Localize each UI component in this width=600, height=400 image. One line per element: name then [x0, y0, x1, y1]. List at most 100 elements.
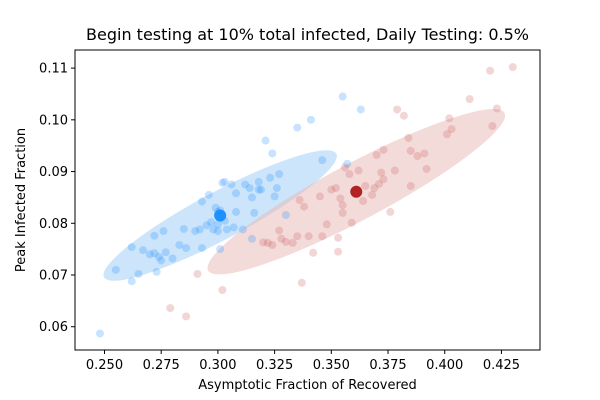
data-point: [195, 225, 204, 234]
data-point: [406, 182, 415, 191]
data-point: [340, 163, 349, 172]
data-point: [263, 238, 272, 247]
y-tick-label: 0.09: [39, 165, 68, 180]
data-point: [254, 177, 263, 186]
data-point: [232, 189, 241, 198]
x-tick-label: 0.350: [313, 358, 350, 373]
data-point: [218, 178, 227, 187]
data-point: [443, 130, 451, 139]
data-point: [145, 250, 154, 259]
data-point: [211, 203, 220, 212]
data-point: [266, 173, 275, 182]
x-tick-label: 0.250: [86, 358, 123, 373]
data-point: [297, 278, 306, 287]
x-tick-label: 0.300: [199, 358, 236, 373]
data-point: [334, 247, 343, 256]
data-point: [166, 304, 175, 313]
data-point: [404, 133, 413, 142]
data-point: [139, 246, 148, 255]
data-point: [150, 249, 159, 258]
data-point: [293, 232, 302, 241]
data-point: [390, 166, 399, 175]
data-point: [300, 202, 309, 211]
data-point: [445, 114, 454, 123]
data-point: [338, 92, 347, 101]
data-point: [379, 175, 388, 184]
data-point: [420, 149, 429, 158]
data-point: [182, 312, 191, 321]
y-tick-label: 0.08: [39, 217, 68, 232]
data-point: [293, 123, 302, 132]
x-tick-label: 0.400: [426, 358, 463, 373]
data-point: [259, 238, 268, 247]
data-point: [368, 190, 377, 199]
data-point: [150, 231, 159, 240]
data-point: [247, 234, 256, 243]
data-point: [168, 254, 177, 263]
data-point: [281, 237, 290, 246]
data-point: [175, 241, 184, 249]
data-point: [127, 243, 136, 252]
y-tick-label: 0.10: [39, 113, 68, 128]
data-point: [193, 269, 202, 278]
data-point: [331, 184, 340, 193]
data-point: [268, 149, 277, 158]
data-point: [447, 125, 456, 134]
data-point: [345, 170, 354, 179]
data-point: [322, 220, 331, 229]
data-point: [361, 182, 370, 191]
data-point: [334, 233, 343, 242]
data-point: [343, 159, 352, 168]
data-point: [277, 234, 286, 243]
data-point: [220, 177, 229, 186]
data-point: [127, 277, 136, 286]
data-point: [222, 225, 231, 234]
data-point: [216, 245, 225, 254]
data-point: [486, 66, 495, 75]
data-point: [379, 145, 388, 154]
data-point: [370, 184, 379, 193]
x-tick-label: 0.325: [256, 358, 293, 373]
axes-frame: [74, 49, 541, 351]
x-tick-label: 0.275: [143, 358, 180, 373]
data-point: [318, 156, 327, 165]
mean-marker-1: [350, 185, 363, 198]
data-point: [318, 232, 327, 241]
data-point: [238, 225, 247, 234]
data-point: [354, 166, 363, 175]
data-point: [213, 227, 222, 236]
data-point: [213, 220, 222, 229]
data-point: [245, 184, 254, 193]
y-axis-label: Peak Infected Fraction: [14, 128, 29, 272]
data-point: [250, 208, 259, 217]
data-point: [257, 185, 265, 194]
data-point: [157, 256, 166, 265]
data-point: [338, 208, 347, 217]
data-point: [247, 193, 256, 202]
data-point: [422, 164, 431, 173]
data-point: [261, 136, 270, 145]
data-point: [336, 194, 345, 203]
data-point: [241, 180, 250, 189]
data-point: [218, 286, 227, 294]
data-point: [191, 227, 200, 236]
data-point: [204, 190, 213, 199]
data-point: [152, 267, 161, 276]
data-point: [154, 252, 163, 261]
data-point: [306, 115, 315, 124]
data-point: [488, 122, 497, 131]
data-point: [374, 179, 383, 188]
data-point: [202, 221, 211, 230]
data-point: [268, 241, 277, 249]
data-point: [304, 232, 313, 241]
data-point: [232, 207, 241, 216]
data-point: [198, 197, 207, 206]
data-point: [492, 104, 501, 113]
x-tick-label: 0.375: [369, 358, 406, 373]
data-point: [508, 63, 517, 72]
y-tick-label: 0.07: [39, 269, 68, 284]
data-point: [327, 185, 336, 194]
data-point: [275, 170, 284, 179]
data-point: [347, 218, 356, 227]
mean-marker-0: [214, 209, 227, 222]
